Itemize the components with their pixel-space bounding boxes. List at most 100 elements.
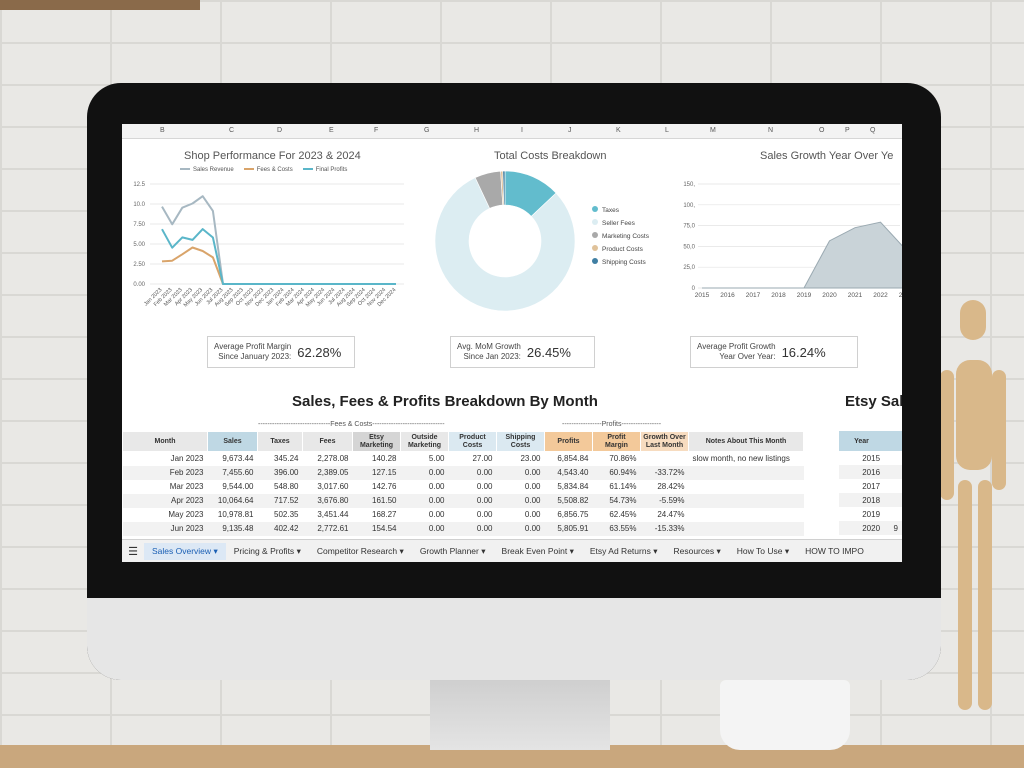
year-cell[interactable]: 2018 [839, 493, 885, 507]
cell-product[interactable]: 0.00 [448, 507, 497, 522]
column-header[interactable]: D [277, 127, 283, 134]
year-cell[interactable]: 2019 [862, 509, 881, 519]
cell-month[interactable]: Jan 2023 [122, 451, 208, 466]
cell-profits[interactable]: 6,856.75 [544, 507, 593, 522]
cell-note[interactable] [688, 479, 804, 494]
cell-outside[interactable]: 0.00 [400, 465, 449, 480]
cell-note[interactable] [688, 507, 804, 522]
header-notes[interactable]: Notes About This Month [688, 431, 804, 452]
cell-outside[interactable]: 0.00 [400, 521, 449, 536]
column-header[interactable]: I [521, 127, 523, 134]
cell-note[interactable] [688, 521, 804, 536]
header-fees[interactable]: Fees [302, 431, 353, 452]
column-header[interactable]: C [229, 127, 235, 134]
cell-margin[interactable]: 60.94% [592, 465, 641, 480]
cell-taxes[interactable]: 502.35 [257, 507, 303, 522]
column-header[interactable]: G [424, 127, 430, 134]
cell-sales[interactable]: 10,978.81 [207, 507, 258, 522]
cell-month[interactable]: Mar 2023 [122, 479, 208, 494]
cell-margin[interactable]: 63.55% [592, 521, 641, 536]
cell-product[interactable]: 27.00 [448, 451, 497, 466]
year-cell[interactable]: 2016 [839, 465, 885, 479]
cell-margin[interactable]: 62.45% [592, 507, 641, 522]
cell-product[interactable]: 0.00 [448, 479, 497, 494]
header-shipping-costs[interactable]: Shipping Costs [496, 431, 545, 452]
cell-shipping[interactable]: 0.00 [496, 507, 545, 522]
cell-sales[interactable]: 9,544.00 [207, 479, 258, 494]
cell-taxes[interactable]: 345.24 [257, 451, 303, 466]
cell-etsy[interactable]: 142.76 [352, 479, 401, 494]
cell-sales[interactable]: 9,135.48 [207, 521, 258, 536]
cell-etsy[interactable]: 140.28 [352, 451, 401, 466]
cell-note[interactable] [688, 465, 804, 480]
cell-etsy[interactable]: 161.50 [352, 493, 401, 508]
column-header[interactable]: F [374, 127, 379, 134]
cell-fees[interactable]: 2,772.61 [302, 521, 353, 536]
header-year[interactable]: Year [839, 431, 885, 451]
column-header[interactable]: E [329, 127, 334, 134]
column-header[interactable]: J [568, 127, 572, 134]
cell-profits[interactable]: 5,834.84 [544, 479, 593, 494]
cell-outside[interactable]: 0.00 [400, 507, 449, 522]
cell-fees[interactable]: 2,389.05 [302, 465, 353, 480]
cell-growth[interactable]: -5.59% [640, 493, 689, 508]
cell-fees[interactable]: 2,278.08 [302, 451, 353, 466]
cell-shipping[interactable]: 0.00 [496, 465, 545, 480]
header-growth[interactable]: Growth Over Last Month [640, 431, 689, 452]
cell-taxes[interactable]: 548.80 [257, 479, 303, 494]
header-outside-marketing[interactable]: Outside Marketing [400, 431, 449, 452]
header-profits[interactable]: Profits [544, 431, 593, 452]
cell-margin[interactable]: 70.86% [592, 451, 641, 466]
tab-resources[interactable]: Resources ▾ [673, 545, 721, 556]
cell-outside[interactable]: 0.00 [400, 493, 449, 508]
header-month[interactable]: Month [122, 431, 208, 452]
tab-break-even-point[interactable]: Break Even Point ▾ [501, 545, 574, 556]
tab-growth-planner[interactable]: Growth Planner ▾ [419, 545, 486, 556]
column-header[interactable]: H [474, 127, 480, 134]
tab-pricing-profits[interactable]: Pricing & Profits ▾ [233, 545, 301, 556]
tab-how-to-import[interactable]: HOW TO IMPO [805, 546, 864, 556]
cell-shipping[interactable]: 0.00 [496, 479, 545, 494]
column-header[interactable]: B [160, 127, 165, 134]
year-value-cell[interactable]: 9 [884, 521, 902, 535]
cell-etsy[interactable]: 127.15 [352, 465, 401, 480]
cell-growth[interactable]: -15.33% [640, 521, 689, 536]
tab-sales-overview[interactable]: Sales Overview ▾ [144, 542, 226, 560]
cell-outside[interactable]: 0.00 [400, 479, 449, 494]
cell-taxes[interactable]: 717.52 [257, 493, 303, 508]
year-cell[interactable]: 2015 [862, 453, 881, 463]
tab-etsy-ad-returns[interactable]: Etsy Ad Returns ▾ [589, 545, 658, 556]
column-header[interactable]: Q [870, 127, 876, 134]
cell-product[interactable]: 0.00 [448, 493, 497, 508]
cell-shipping[interactable]: 0.00 [496, 521, 545, 536]
cell-growth[interactable]: 24.47% [640, 507, 689, 522]
cell-fees[interactable]: 3,017.60 [302, 479, 353, 494]
cell-shipping[interactable]: 23.00 [496, 451, 545, 466]
column-header[interactable]: L [665, 127, 669, 134]
cell-profits[interactable]: 5,508.82 [544, 493, 593, 508]
year-cell[interactable]: 2020 [839, 521, 885, 535]
cell-month[interactable]: Apr 2023 [122, 493, 208, 508]
cell-taxes[interactable]: 402.42 [257, 521, 303, 536]
column-header[interactable]: O [819, 127, 825, 134]
cell-shipping[interactable]: 0.00 [496, 493, 545, 508]
cell-fees[interactable]: 3,451.44 [302, 507, 353, 522]
cell-outside[interactable]: 5.00 [400, 451, 449, 466]
cell-margin[interactable]: 54.73% [592, 493, 641, 508]
year-cell[interactable]: 2017 [862, 481, 881, 491]
all-sheets-menu-icon[interactable]: ☰ [128, 545, 138, 558]
header-sales[interactable]: Sales [207, 431, 258, 452]
cell-product[interactable]: 0.00 [448, 465, 497, 480]
cell-month[interactable]: Jun 2023 [122, 521, 208, 536]
cell-profits[interactable]: 6,854.84 [544, 451, 593, 466]
cell-fees[interactable]: 3,676.80 [302, 493, 353, 508]
cell-profits[interactable]: 4,543.40 [544, 465, 593, 480]
cell-etsy[interactable]: 154.54 [352, 521, 401, 536]
column-header[interactable]: P [845, 127, 850, 134]
header-taxes[interactable]: Taxes [257, 431, 303, 452]
cell-growth[interactable]: -33.72% [640, 465, 689, 480]
cell-month[interactable]: Feb 2023 [122, 465, 208, 480]
cell-profits[interactable]: 5,805.91 [544, 521, 593, 536]
cell-etsy[interactable]: 168.27 [352, 507, 401, 522]
cell-margin[interactable]: 61.14% [592, 479, 641, 494]
